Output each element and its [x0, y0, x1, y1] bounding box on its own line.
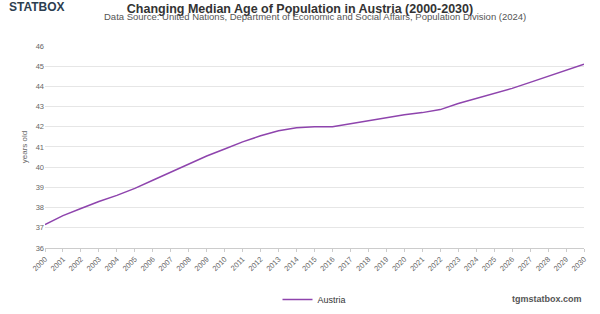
svg-text:2021: 2021: [408, 255, 426, 273]
svg-text:2014: 2014: [282, 255, 300, 273]
svg-text:44: 44: [36, 82, 44, 91]
svg-text:2006: 2006: [139, 255, 157, 273]
svg-text:2004: 2004: [103, 255, 121, 273]
svg-text:2016: 2016: [318, 255, 336, 273]
svg-text:2020: 2020: [390, 255, 408, 273]
svg-text:2024: 2024: [462, 255, 480, 273]
svg-text:2012: 2012: [247, 255, 265, 273]
svg-text:2007: 2007: [157, 255, 175, 273]
svg-text:2018: 2018: [354, 255, 372, 273]
svg-text:36: 36: [36, 244, 44, 253]
svg-text:2013: 2013: [264, 255, 282, 273]
svg-text:2003: 2003: [85, 255, 103, 273]
svg-text:39: 39: [36, 183, 44, 192]
svg-text:2015: 2015: [300, 255, 318, 273]
svg-text:2005: 2005: [121, 255, 139, 273]
svg-text:2019: 2019: [372, 255, 390, 273]
svg-text:Austria: Austria: [318, 295, 346, 305]
svg-text:2023: 2023: [444, 255, 462, 273]
svg-text:2001: 2001: [49, 255, 67, 273]
svg-text:2000: 2000: [31, 255, 49, 273]
svg-text:42: 42: [36, 122, 44, 131]
svg-text:2029: 2029: [552, 255, 570, 273]
svg-text:46: 46: [36, 42, 44, 51]
svg-text:2002: 2002: [67, 255, 85, 273]
svg-text:2025: 2025: [480, 255, 498, 273]
svg-text:37: 37: [36, 223, 44, 232]
svg-text:STATBOX: STATBOX: [9, 0, 65, 14]
svg-text:2027: 2027: [516, 255, 534, 273]
svg-text:years old: years old: [20, 131, 29, 163]
svg-text:tgmstatbox.com: tgmstatbox.com: [512, 294, 582, 304]
svg-text:40: 40: [36, 163, 44, 172]
svg-text:2011: 2011: [229, 255, 247, 273]
svg-text:Data Source: United Nations, D: Data Source: United Nations, Department …: [104, 11, 526, 22]
svg-text:2028: 2028: [534, 255, 552, 273]
svg-text:Changing Median Age of Populat: Changing Median Age of Population in Aus…: [127, 2, 473, 16]
svg-text:2030: 2030: [570, 255, 588, 273]
svg-text:38: 38: [36, 203, 44, 212]
svg-text:45: 45: [36, 62, 44, 71]
svg-text:43: 43: [36, 102, 44, 111]
svg-text:2022: 2022: [426, 255, 444, 273]
svg-text:2017: 2017: [336, 255, 354, 273]
svg-text:2009: 2009: [193, 255, 211, 273]
svg-text:41: 41: [36, 143, 44, 152]
svg-text:2010: 2010: [211, 255, 229, 273]
svg-text:2008: 2008: [175, 255, 193, 273]
svg-text:2026: 2026: [498, 255, 516, 273]
